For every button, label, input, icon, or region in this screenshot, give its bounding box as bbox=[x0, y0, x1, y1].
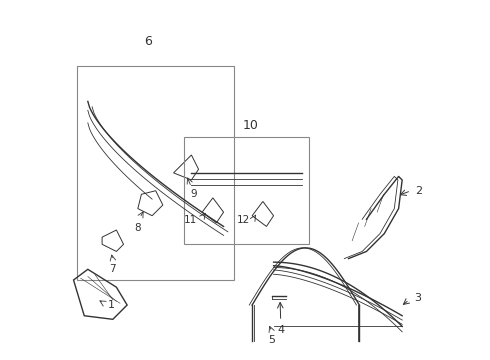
Text: 4: 4 bbox=[277, 325, 284, 335]
Text: 2: 2 bbox=[415, 186, 422, 196]
Bar bbox=[184, 137, 309, 244]
Text: 9: 9 bbox=[190, 189, 196, 199]
Text: 8: 8 bbox=[135, 223, 141, 233]
Bar bbox=[77, 66, 234, 280]
Text: 12: 12 bbox=[237, 215, 250, 225]
Text: 6: 6 bbox=[145, 35, 152, 48]
Text: 10: 10 bbox=[243, 119, 258, 132]
Text: 5: 5 bbox=[269, 336, 275, 345]
Text: 7: 7 bbox=[110, 264, 116, 274]
Text: 3: 3 bbox=[415, 293, 422, 303]
Text: 1: 1 bbox=[107, 300, 115, 310]
Text: 11: 11 bbox=[184, 215, 197, 225]
